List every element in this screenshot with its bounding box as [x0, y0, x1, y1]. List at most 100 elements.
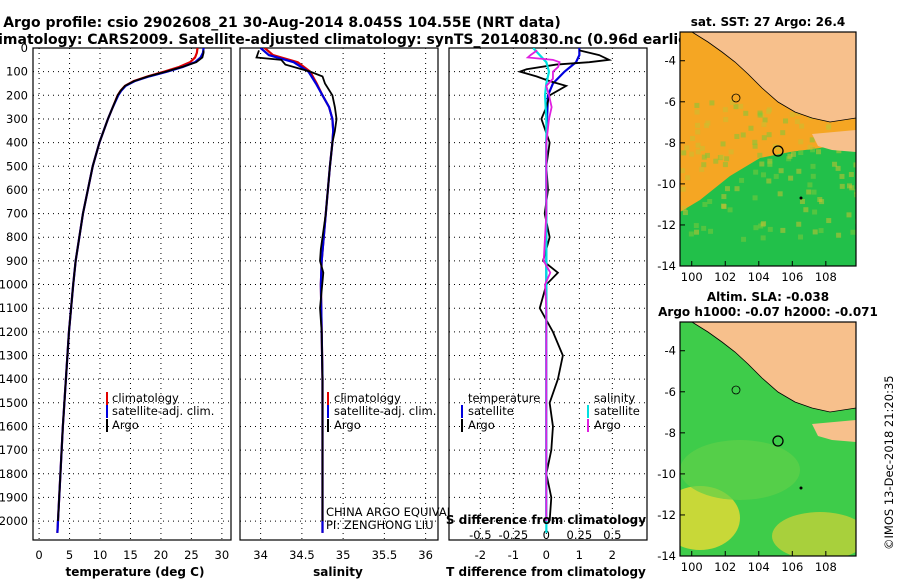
salinity-legend: climatology satellite-adj. clim. Argo — [327, 391, 436, 432]
figure-title-line2: Climatology: CARS2009. Satellite-adjuste… — [0, 32, 701, 48]
sst-pixel — [777, 191, 783, 197]
sst-pixel — [798, 150, 804, 156]
depth-tick-label: 1500 — [0, 396, 28, 410]
sst-pixel — [689, 151, 695, 157]
temperature-axis-label: temperature (deg C) — [66, 565, 205, 579]
depth-tick-label: 900 — [6, 254, 28, 268]
sst-pixel — [766, 132, 772, 138]
series-line-argo — [255, 50, 338, 522]
lat-tick-label: -12 — [657, 218, 676, 232]
legend-argo-label: Argo — [112, 418, 139, 432]
sst-pixel — [760, 235, 766, 241]
annotation-line1: CHINA ARGO EQUIVALENT — [326, 505, 477, 519]
annotation-line2: PI: ZENGHONG LIU — [326, 518, 434, 532]
sst-pixel — [688, 231, 694, 237]
sst-pixel — [767, 226, 773, 232]
sst-pixel — [739, 177, 745, 183]
sst-pixel — [826, 124, 832, 130]
lat-tick-label: -6 — [665, 95, 676, 109]
depth-tick-label: 300 — [6, 112, 28, 126]
sst-pixel — [761, 121, 767, 127]
series-line-salinity-argo — [525, 49, 561, 522]
sst-pixel — [680, 186, 686, 192]
coastline — [691, 32, 856, 123]
sst-pixel — [762, 117, 768, 123]
sst-pixel — [778, 168, 784, 174]
sst-map-frame — [679, 31, 857, 267]
difference-series — [517, 48, 613, 533]
sst-pixel — [799, 199, 805, 205]
sst-pixel — [752, 143, 758, 149]
sst-pixel — [839, 183, 845, 189]
sst-pixel — [694, 109, 700, 115]
sst-pixel — [724, 156, 730, 162]
lon-tick-label: 106 — [781, 270, 803, 284]
sst-pixel — [707, 198, 713, 204]
sst-pixel — [773, 173, 779, 179]
sst-pixel — [787, 153, 793, 159]
sla-high-anomaly — [772, 512, 856, 556]
lat-tick-label: -10 — [657, 177, 676, 191]
x-tick-label: -2 — [475, 548, 486, 562]
sumatra-land — [692, 32, 856, 122]
sla-map-frame — [679, 321, 857, 557]
island-outline — [731, 385, 741, 395]
x-tick-label: 15 — [123, 548, 138, 562]
sst-pixel — [790, 151, 796, 157]
depth-tick-label: 200 — [6, 88, 28, 102]
sst-pixel — [836, 232, 842, 238]
lon-tick-label: 102 — [714, 270, 736, 284]
sst-pixel — [729, 100, 735, 106]
legend-satellite-label: satellite-adj. clim. — [334, 404, 436, 418]
sst-pixel — [682, 210, 688, 216]
sst-pixel — [818, 228, 824, 234]
sst-pixel — [765, 108, 771, 114]
x-tick-label: 36 — [418, 548, 433, 562]
sst-pixel — [681, 205, 687, 211]
sst-pixel — [722, 107, 728, 113]
sst-pixel — [759, 161, 765, 167]
sst-pixel — [738, 103, 744, 109]
depth-tick-label: 600 — [6, 183, 28, 197]
sst-pixel — [767, 158, 773, 164]
lon-tick-label: 102 — [714, 560, 736, 574]
salinity-axes-frame — [239, 47, 439, 541]
sst-pixel — [807, 144, 813, 150]
island-dot — [799, 196, 803, 200]
sst-pixel — [689, 135, 695, 141]
s-diff-tick-label: 0.5 — [603, 528, 621, 542]
sst-pixel — [807, 182, 813, 188]
sst-pixel — [701, 225, 707, 231]
x-tick-label: 34 — [253, 548, 268, 562]
temperature-legend: climatology satellite-adj. clim. Argo — [106, 391, 214, 432]
java-land — [812, 130, 856, 152]
sst-pixel — [788, 175, 794, 181]
depth-tick-label: 800 — [6, 230, 28, 244]
depth-tick-label: 0 — [21, 41, 28, 55]
depth-tick-label: 700 — [6, 207, 28, 221]
sst-pixel — [798, 234, 804, 240]
sst-pixel — [810, 163, 816, 169]
lon-tick-label: 100 — [681, 270, 703, 284]
legend-climatology-label: climatology — [112, 391, 179, 405]
figure-title-line1: Argo profile: csio 2902608_21 30-Aug-201… — [3, 15, 561, 31]
depth-tick-label: 1400 — [0, 372, 28, 386]
depth-tick-label: 400 — [6, 136, 28, 150]
lat-tick-label: -4 — [665, 54, 676, 68]
sst-pixel — [817, 197, 823, 203]
sst-pixel — [681, 150, 687, 156]
depth-tick-label: 1000 — [0, 278, 28, 292]
sst-pixel — [850, 229, 856, 235]
sst-lon-ticks: 100 102 104 106 108 — [681, 261, 837, 284]
t-difference-axis-label: T difference from climatology — [446, 565, 646, 579]
sst-pixel — [684, 145, 690, 151]
lon-tick-label: 108 — [815, 560, 837, 574]
series-line-temperature-argo — [517, 49, 613, 522]
sst-pixel — [695, 142, 701, 148]
x-tick-label: 0 — [35, 548, 42, 562]
sst-pixel — [701, 162, 707, 168]
sst-pixel — [704, 152, 710, 158]
sst-pixel — [752, 139, 758, 145]
sst-pixel — [848, 172, 854, 178]
depth-tick-label: 500 — [6, 159, 28, 173]
